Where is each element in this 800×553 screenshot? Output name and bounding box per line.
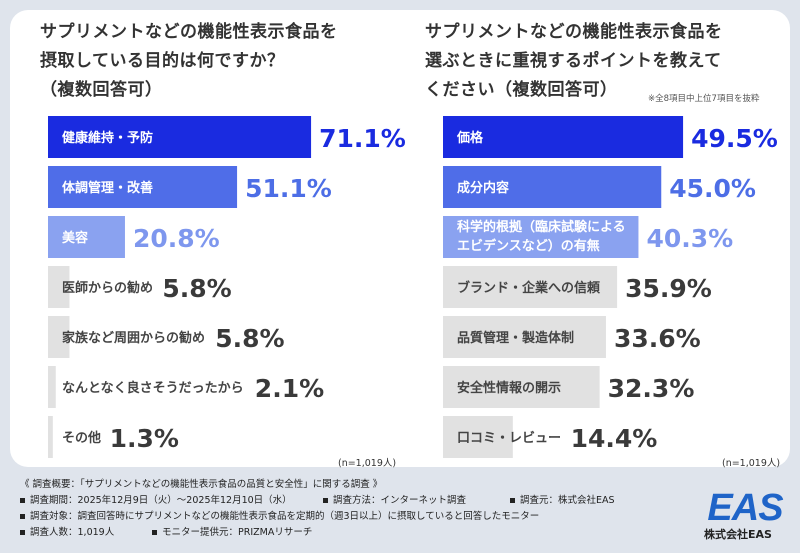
right-value-label-4: 33.6% (614, 324, 701, 353)
right-bar-label-5: 安全性情報の開示 (457, 380, 561, 396)
right-bar-label-2: 科学的根拠（臨床試験によるエビデンスなど）の有無 (457, 219, 626, 254)
left-bar-3 (48, 266, 70, 308)
left-bar-label-3: 医師からの勧め (62, 280, 153, 296)
right-chart-title: サプリメントなどの機能性表示食品を 選ぶときに重視するポイントを教えて ください… (425, 22, 723, 100)
right-value-label-1: 45.0% (669, 174, 756, 203)
right-chart-note: ※全8項目中上位7項目を抜粋 (648, 94, 760, 104)
right-bar-label-0: 価格 (456, 130, 484, 146)
right-value-label-0: 49.5% (691, 124, 778, 153)
survey-source: 調査元：株式会社EAS (510, 492, 615, 506)
right-bar-chart: 価格 49.5% 成分内容 45.0% 科学的根拠（臨床試験によるエビデンスなど）の有無… (443, 116, 778, 458)
chart-card (10, 10, 790, 467)
left-value-label-3: 5.8% (162, 274, 231, 303)
right-value-label-6: 14.4% (571, 424, 658, 453)
survey-count: 調査人数：1,019人 (20, 524, 114, 538)
right-bar-label-6: 口コミ・レビュー (457, 430, 561, 446)
left-value-label-6: 1.3% (110, 424, 179, 453)
company-name: 株式会社EAS (704, 528, 772, 541)
survey-target: 調査対象：調査回答時にサプリメントなどの機能性表示食品を定期的（週3日以上）に摂… (20, 508, 539, 522)
left-value-label-5: 2.1% (255, 374, 324, 403)
survey-period: 調査期間：2025年12月9日（火）～2025年12月10日（水） (20, 492, 292, 506)
left-bar-label-5: なんとなく良さそうだったから (62, 380, 244, 396)
right-bar-2 (443, 216, 639, 258)
left-bar-chart: 健康維持・予防 71.1% 体調管理・改善 51.1% 美容 20.8% 医師からの勧め 5.… (48, 116, 406, 458)
right-bar-1 (443, 166, 662, 208)
left-bar-5 (48, 366, 56, 408)
left-chart-title: サプリメントなどの機能性表示食品を 摂取している目的は何ですか？ （複数回答可） (40, 22, 338, 100)
right-bar-6 (443, 416, 513, 458)
left-value-label-0: 71.1% (319, 124, 406, 153)
survey-method: 調査方法：インターネット調査 (323, 492, 466, 506)
right-bar-4 (443, 316, 606, 358)
left-bar-4 (48, 316, 70, 358)
left-bar-label-2: 美容 (62, 230, 88, 246)
right-bar-label-4: 品質管理・製造体制 (457, 330, 574, 346)
right-value-label-2: 40.3% (646, 224, 733, 253)
left-bar-0 (48, 116, 312, 158)
survey-provider: モニター提供元：PRIZMAリサーチ (152, 524, 312, 538)
left-bar-label-0: 健康維持・予防 (62, 130, 153, 146)
eas-logo-icon: EAS (707, 487, 784, 529)
right-bar-5 (443, 366, 600, 408)
left-bar-label-4: 家族など周囲からの勧め (62, 330, 205, 346)
right-sample-size: (n=1,019人) (722, 458, 781, 469)
right-value-label-5: 32.3% (608, 374, 695, 403)
left-bar-6 (48, 416, 53, 458)
survey-overview: 《 調査概要：「サプリメントなどの機能性表示食品の品質と安全性」に関する調査 》 (20, 479, 383, 490)
left-bar-1 (48, 166, 238, 208)
eas-logo-mark: EAS (707, 487, 783, 529)
right-value-label-3: 35.9% (625, 274, 712, 303)
right-bar-0 (443, 116, 684, 158)
left-bar-2 (48, 216, 125, 258)
left-value-label-2: 20.8% (133, 224, 220, 253)
right-bar-3 (443, 266, 618, 308)
left-value-label-4: 5.8% (215, 324, 284, 353)
left-sample-size: (n=1,019人) (338, 458, 397, 469)
right-bar-label-1: 成分内容 (457, 180, 509, 196)
right-bar-label-3: ブランド・企業への信頼 (457, 280, 601, 296)
left-bar-label-6: その他 (62, 430, 101, 446)
left-value-label-1: 51.1% (245, 174, 332, 203)
left-bar-label-1: 体調管理・改善 (62, 180, 153, 196)
